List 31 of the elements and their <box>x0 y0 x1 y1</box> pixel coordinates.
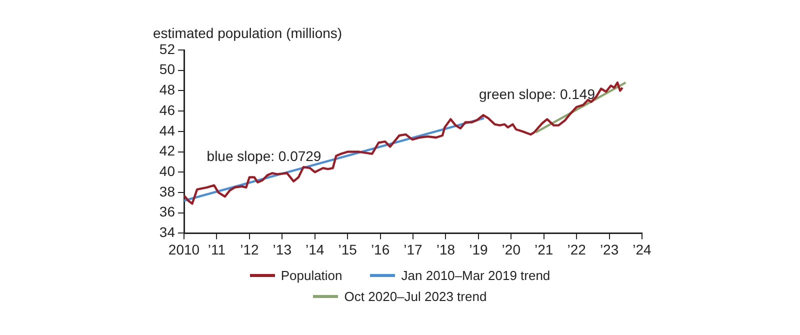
x-tick-label: ’15 <box>338 241 358 258</box>
y-tick-label: 36 <box>159 204 176 220</box>
y-tick-label: 44 <box>159 122 176 138</box>
legend-label: Population <box>280 268 342 283</box>
x-tick-label: ’22 <box>567 241 586 258</box>
x-tick-label: ’17 <box>404 241 423 258</box>
y-tick-label: 38 <box>159 183 176 200</box>
y-tick-label: 46 <box>159 102 176 118</box>
annotation: green slope: 0.149 <box>479 86 596 102</box>
x-tick-label: ’19 <box>469 241 488 258</box>
y-tick-label: 52 <box>159 40 176 57</box>
x-tick-label: ’16 <box>370 241 390 258</box>
legend-label: Jan 2010–Mar 2019 trend <box>401 268 550 283</box>
x-tick-label: ’21 <box>534 241 554 258</box>
y-tick-label: 48 <box>159 82 176 98</box>
x-tick-label: ’24 <box>632 241 652 258</box>
legend-label: Oct 2020–Jul 2023 trend <box>344 289 487 304</box>
x-tick-label: ’14 <box>306 241 324 258</box>
x-tick-label: ’23 <box>600 241 619 258</box>
x-tick-label: ’18 <box>436 241 456 258</box>
y-tick-label: 34 <box>159 224 176 240</box>
x-tick-label: ’12 <box>240 241 259 258</box>
x-tick-label: ’20 <box>502 241 521 258</box>
annotation: blue slope: 0.0729 <box>206 148 322 164</box>
y-axis-title: estimated population (millions) <box>153 24 342 41</box>
y-tick-label: 50 <box>159 61 176 78</box>
x-tick-label: 2010 <box>168 241 200 258</box>
y-tick-label: 42 <box>159 142 176 159</box>
x-tick-label: ’13 <box>272 241 292 258</box>
x-tick-label: ’11 <box>208 241 226 258</box>
y-tick-label: 40 <box>159 162 176 179</box>
